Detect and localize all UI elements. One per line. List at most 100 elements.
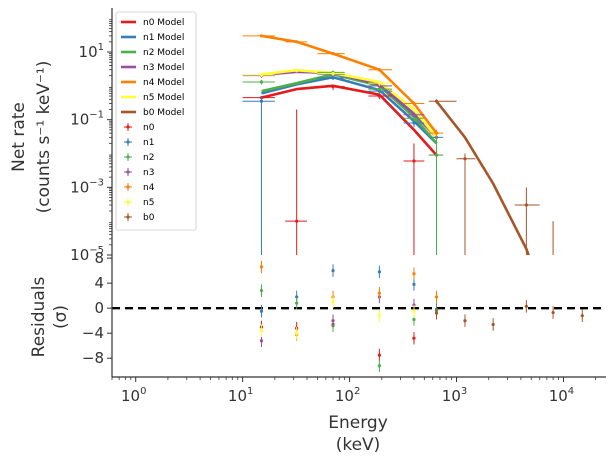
legend-model-label: n5 Model [143,93,184,103]
residual-point [377,291,381,295]
data-point [377,94,381,98]
model-line-n1-model [261,75,438,145]
data-point [463,157,467,161]
spectrum-panel: 101 10−1 10−3 10−5 [70,8,554,264]
spectrum-y-tick-label: 101 [79,42,104,61]
legend-model-label: n1 Model [143,33,184,43]
residual-point [331,319,335,323]
residuals-ylabel-line2: (σ) [51,305,71,329]
spectrum-ylabel-line2: (counts s⁻¹ keV⁻¹) [34,61,54,214]
legend-data-marker [126,215,130,219]
model-line-b0-model [435,100,530,255]
data-point [412,121,416,125]
legend: n0 Model n1 Model n2 Model n3 Model n4 Model… [115,11,197,231]
residual-point [412,309,416,313]
legend-data-label: b0 [143,213,155,223]
residual-point [463,319,467,323]
model-line-n4-model [261,34,438,134]
xlabel-line2: (keV) [336,435,381,455]
residual-data-points [259,260,584,372]
data-point [259,34,264,38]
legend-frame [115,11,197,231]
legend-data-marker [126,155,130,159]
data-series-n2 [242,70,444,255]
spectrum-y-tick-label: 10−1 [70,110,104,129]
residual-point [551,310,555,315]
spectrum-axes: 101 10−1 10−3 10−5 [70,8,113,264]
legend-model-label: n4 Model [143,78,184,88]
legend-data-label: n4 [143,183,155,193]
legend-data-label: n1 [143,138,154,148]
residual-point [259,309,264,313]
spectrum-y-tick-label: 10−5 [70,245,104,264]
residual-point [412,336,416,340]
data-point [412,116,416,120]
residual-series-n1 [259,264,439,318]
residual-point [259,265,264,269]
residuals-y-tick-label: 0 [94,299,104,317]
residual-series-n5 [259,295,416,340]
residuals-axes: −8 −4 0 4 8 100 101 102 103 104 [82,249,606,405]
model-line-n2-model [261,73,438,145]
residual-point [331,300,335,304]
residuals-y-tick-label: −8 [82,349,104,367]
residual-point [259,339,264,343]
residual-point [412,317,416,322]
spectrum-data-points [242,34,554,255]
residual-point [331,269,335,273]
x-tick-label: 104 [549,386,574,405]
data-point [295,40,299,44]
residuals-ylabel-line1: Residuals [29,277,49,358]
data-point [295,69,299,73]
data-point [331,51,335,56]
legend-data-label: n2 [143,153,154,163]
residuals-panel: −8 −4 0 4 8 100 101 102 103 104 [82,249,606,405]
data-point [434,153,439,157]
legend-data-marker [126,170,130,174]
residual-point [377,314,381,318]
data-series-b0 [428,99,554,255]
model-curves [261,34,530,255]
model-line-n0-model [261,84,438,156]
data-point [259,80,264,84]
legend-data-label: n0 [143,123,155,133]
residual-point [377,353,381,357]
data-point [412,113,416,117]
residuals-y-tick-label: −4 [82,324,104,342]
residual-point [412,282,416,287]
data-point [377,68,381,72]
xlabel-line1: Energy [328,413,388,433]
legend-model-label: n3 Model [143,63,184,73]
data-point [331,72,335,76]
data-series-n1 [242,76,444,255]
residual-point [377,364,381,368]
residual-series-n4 [259,260,439,341]
residual-series-n0 [259,304,439,362]
data-point [412,101,416,106]
data-series-n4 [242,34,444,138]
residual-point [580,314,584,318]
data-point [377,87,381,91]
residual-series-n2 [259,284,439,372]
data-point [331,76,335,80]
residual-series-b0 [434,300,584,331]
residual-point [259,329,264,333]
legend-model-label: n0 Model [143,18,184,28]
legend-data-marker [126,125,130,129]
x-tick-label: 103 [442,386,467,405]
residual-point [524,304,528,308]
x-tick-label: 100 [121,386,146,405]
residual-point [259,289,264,293]
legend-data-marker [126,140,130,144]
data-point [434,131,439,135]
legend-data-label: n5 [143,198,154,208]
spectrum-ylabel-line1: Net rate [9,102,29,172]
legend-data-label: n3 [143,168,154,178]
data-point [259,73,264,77]
residuals-y-tick-label: 8 [94,249,104,267]
legend-model-label: n2 Model [143,48,184,58]
residual-point [434,311,439,315]
data-point [524,203,528,207]
legend-data-marker [126,185,130,189]
